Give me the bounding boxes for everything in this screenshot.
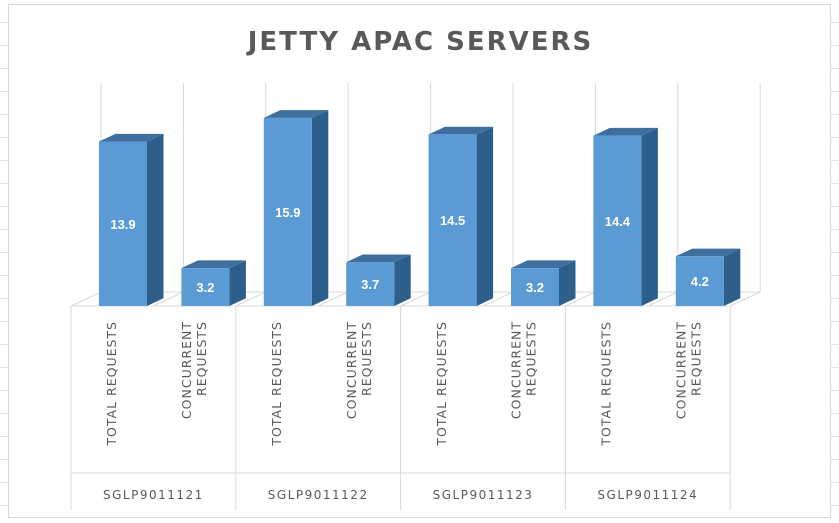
group-tick-label: SGLP9011124: [597, 488, 698, 502]
data-label: 14.5: [440, 213, 465, 228]
bar: [181, 260, 246, 306]
bar-side: [394, 254, 411, 306]
category-axis: TOTAL REQUESTS CONCURRENT REQUESTSSGLP9011…: [70, 306, 731, 510]
bar-top: [99, 133, 164, 142]
bar-chart: TOTAL REQUESTS CONCURRENT REQUESTSSGLP9011…: [70, 83, 761, 510]
category-tick-label: TOTAL REQUESTS: [104, 321, 119, 447]
bar-side: [559, 260, 576, 306]
data-labels: 13.9 3.2 15.9 3.7 14.5 3.2 14.4 4.2: [110, 205, 708, 295]
bar: [511, 260, 576, 306]
chart-area[interactable]: JETTY APAC SERVERS TOTAL REQUESTS CONCURR…: [8, 4, 831, 518]
category-tick-label: CONCURRENT: [674, 321, 689, 419]
bar-top: [675, 248, 741, 257]
data-label: 15.9: [275, 205, 300, 220]
bar-side: [311, 110, 329, 307]
bar-front: [181, 268, 230, 306]
bar-front: [99, 141, 147, 306]
bar-side: [723, 248, 741, 306]
data-label: 13.9: [110, 217, 135, 232]
group-tick-label: SGLP9011121: [103, 488, 204, 502]
bar-front: [346, 262, 395, 306]
bar: [99, 133, 164, 306]
bar: [593, 127, 658, 307]
bar-front: [428, 134, 477, 306]
category-tick-label: REQUESTS: [194, 321, 209, 396]
floor-line: [565, 291, 596, 307]
bar-side: [476, 126, 494, 306]
data-label: 3.2: [196, 280, 214, 295]
floor-line: [70, 291, 102, 307]
bar-top: [346, 254, 411, 263]
bars: [99, 110, 741, 307]
data-label: 3.2: [526, 280, 544, 295]
bar-top: [181, 260, 246, 269]
group-tick-label: SGLP9011122: [268, 488, 369, 502]
floor-line: [235, 291, 267, 307]
bar: [675, 248, 741, 306]
floor-line: [153, 291, 184, 307]
floor-line: [400, 291, 431, 307]
data-label: 4.2: [691, 274, 709, 289]
bar-top: [593, 127, 658, 136]
bar-top: [428, 126, 494, 135]
category-tick-label: REQUESTS: [359, 321, 374, 396]
bar: [346, 254, 411, 306]
bar-top: [511, 260, 576, 269]
bar-front: [263, 117, 312, 306]
bar-side: [229, 260, 246, 306]
bar-top: [263, 110, 329, 118]
bar-side: [147, 133, 164, 306]
group-tick-label: SGLP9011123: [433, 488, 534, 502]
data-label: 3.7: [361, 277, 379, 292]
bar: [263, 110, 329, 307]
category-tick-label: TOTAL REQUESTS: [599, 321, 614, 447]
bar-front: [593, 135, 642, 306]
bar: [428, 126, 494, 306]
floor-line: [647, 291, 679, 307]
floor-line: [317, 291, 349, 307]
category-tick-label: TOTAL REQUESTS: [269, 321, 284, 447]
category-tick-label: CONCURRENT: [509, 321, 524, 419]
category-tick-label: REQUESTS: [689, 321, 704, 396]
bar-front: [511, 268, 559, 306]
bar-front: [675, 256, 724, 306]
bar-side: [641, 127, 658, 307]
chart-title: JETTY APAC SERVERS: [247, 27, 594, 57]
category-tick-label: CONCURRENT: [179, 321, 194, 419]
floor-line: [482, 291, 514, 307]
floor-line: [729, 291, 761, 307]
category-tick-label: CONCURRENT: [344, 321, 359, 419]
category-tick-label: TOTAL REQUESTS: [434, 321, 449, 447]
category-tick-label: REQUESTS: [524, 321, 539, 396]
data-label: 14.4: [605, 214, 631, 229]
